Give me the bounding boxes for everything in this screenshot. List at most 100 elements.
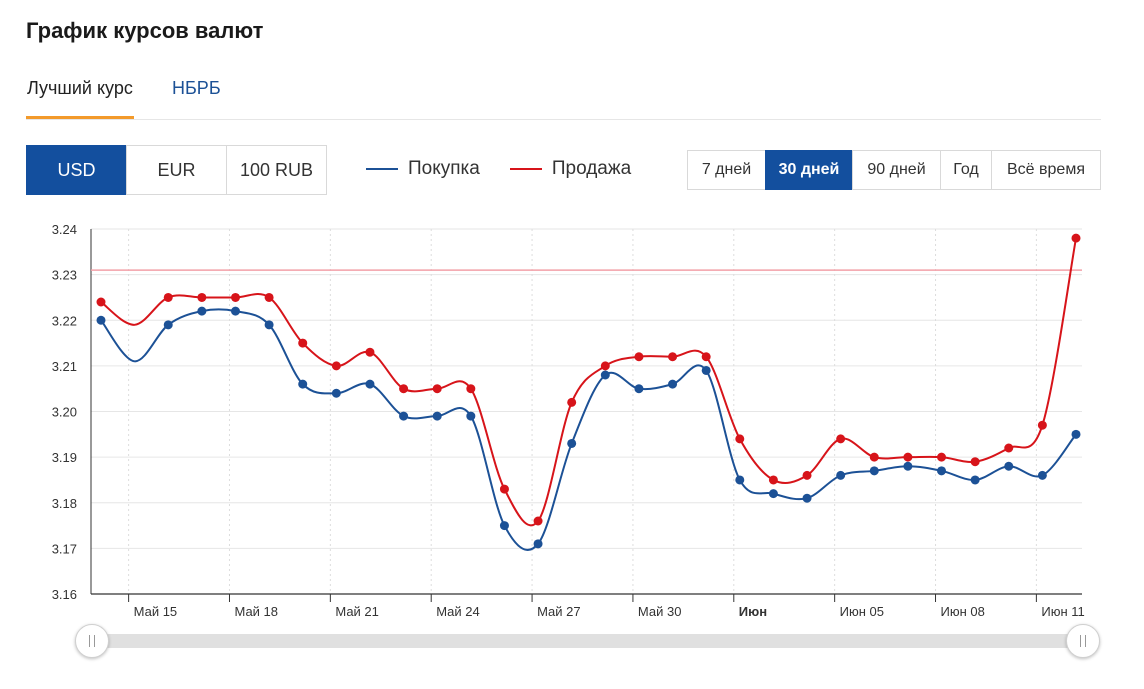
data-point-buy [869, 466, 879, 476]
data-point-buy [567, 438, 577, 448]
y-tick-label: 3.24 [52, 222, 77, 237]
data-point-sell [668, 352, 678, 362]
chart-legend: Покупка Продажа [366, 158, 661, 180]
legend-sell[interactable]: Продажа [509, 158, 631, 180]
period-selector: 7 дней 30 дней 90 дней Год Всё время [687, 150, 1101, 190]
x-tick-label: Май 27 [537, 604, 581, 619]
currency-eur-button[interactable]: EUR [126, 145, 227, 195]
y-tick-label: 3.23 [52, 268, 77, 283]
currency-usd-button[interactable]: USD [26, 145, 127, 195]
period-all-time-button[interactable]: Всё время [991, 150, 1101, 190]
grip-icon [89, 635, 95, 647]
tab-nbrb[interactable]: НБРБ [172, 78, 221, 98]
x-tick-label: Май 21 [335, 604, 379, 619]
data-point-sell [1037, 420, 1047, 430]
currency-rub-button[interactable]: 100 RUB [226, 145, 327, 195]
data-point-sell [600, 361, 610, 371]
data-point-sell [634, 352, 644, 362]
data-point-sell [937, 452, 947, 462]
data-point-buy [533, 539, 543, 549]
data-point-sell [1071, 233, 1081, 243]
data-point-buy [432, 411, 442, 421]
data-point-sell [264, 292, 274, 302]
data-point-sell [298, 338, 308, 348]
data-point-buy [163, 320, 173, 330]
x-tick-label: Июн 11 [1041, 604, 1084, 619]
data-point-buy [836, 470, 846, 480]
period-90-days-button[interactable]: 90 дней [852, 150, 941, 190]
y-tick-label: 3.17 [52, 541, 77, 556]
data-point-sell [836, 434, 846, 444]
y-tick-label: 3.16 [52, 587, 77, 602]
data-point-buy [735, 475, 745, 485]
x-tick-label: Май 30 [638, 604, 682, 619]
data-point-buy [197, 306, 207, 316]
data-point-sell [399, 384, 409, 394]
period-year-button[interactable]: Год [940, 150, 992, 190]
data-point-sell [499, 484, 509, 494]
y-tick-label: 3.18 [52, 496, 77, 511]
data-point-buy [499, 521, 509, 531]
data-point-buy [365, 379, 375, 389]
y-tick-label: 3.22 [52, 313, 77, 328]
legend-buy[interactable]: Покупка [366, 158, 480, 180]
data-point-sell [163, 292, 173, 302]
data-point-buy [701, 365, 711, 375]
data-point-sell [869, 452, 879, 462]
data-point-buy [937, 466, 947, 476]
page-title: График курсов валют [26, 18, 264, 43]
data-point-sell [365, 347, 375, 357]
period-7-days-button[interactable]: 7 дней [687, 150, 766, 190]
period-30-days-button[interactable]: 30 дней [765, 150, 853, 190]
data-point-buy [96, 315, 106, 325]
tab-best-rate[interactable]: Лучший курс [26, 78, 134, 119]
range-slider-left-handle[interactable] [75, 624, 109, 658]
data-point-buy [668, 379, 678, 389]
data-point-sell [802, 470, 812, 480]
data-point-sell [701, 352, 711, 362]
data-point-sell [768, 475, 778, 485]
data-point-sell [331, 361, 341, 371]
exchange-rate-chart: 3.16 3.17 3.18 3.19 3.20 3.21 3.22 3.23 3.24 Май … [0, 205, 1144, 625]
series-line-sell [100, 237, 1077, 527]
y-tick-label: 3.21 [52, 359, 77, 374]
data-point-sell [735, 434, 745, 444]
data-point-buy [1071, 429, 1081, 439]
legend-sell-line-icon [509, 168, 542, 170]
range-slider-right-handle[interactable] [1066, 624, 1100, 658]
data-point-sell [533, 516, 543, 526]
legend-buy-line-icon [366, 168, 398, 170]
y-tick-label: 3.19 [52, 450, 77, 465]
data-point-sell [903, 452, 913, 462]
x-tick-label: Май 24 [436, 604, 480, 619]
data-point-sell [230, 292, 240, 302]
x-tick-label: Июн 05 [840, 604, 884, 619]
data-point-sell [970, 457, 980, 467]
data-point-buy [1004, 461, 1014, 471]
data-point-sell [96, 297, 106, 307]
data-point-buy [600, 370, 610, 380]
x-tick-label: Май 18 [234, 604, 278, 619]
data-point-buy [264, 320, 274, 330]
legend-buy-label: Покупка [408, 158, 480, 179]
data-point-buy [298, 379, 308, 389]
rate-source-tabs: Лучший курс НБРБ [26, 76, 1101, 120]
data-point-buy [970, 475, 980, 485]
currency-selector: USD EUR 100 RUB [26, 145, 327, 195]
data-point-buy [634, 384, 644, 394]
data-point-buy [466, 411, 476, 421]
data-point-buy [768, 489, 778, 499]
chart-svg: 3.16 3.17 3.18 3.19 3.20 3.21 3.22 3.23 3.24 Май … [52, 222, 1085, 619]
data-point-buy [1037, 470, 1047, 480]
range-slider-track[interactable] [92, 634, 1082, 648]
data-point-sell [1004, 443, 1014, 453]
data-point-sell [466, 384, 476, 394]
data-point-sell [567, 397, 577, 407]
data-point-sell [197, 292, 207, 302]
x-tick-label: Июн 08 [941, 604, 985, 619]
series-line-buy [100, 308, 1077, 551]
y-tick-label: 3.20 [52, 405, 77, 420]
data-point-buy [399, 411, 409, 421]
data-point-sell [432, 384, 442, 394]
grip-icon [1080, 635, 1086, 647]
